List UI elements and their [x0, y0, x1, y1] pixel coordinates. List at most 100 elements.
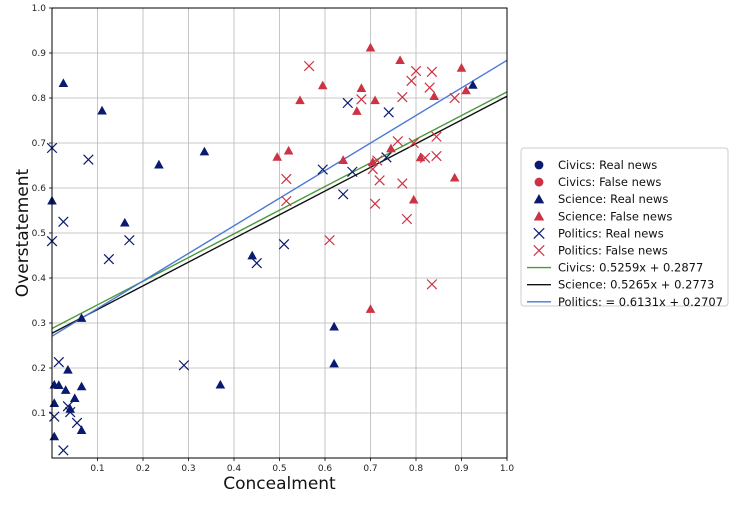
- data-point: [461, 85, 471, 95]
- y-tick-label: 0.5: [32, 229, 46, 239]
- data-point: [356, 94, 367, 105]
- data-point: [124, 234, 135, 246]
- x-tick-label: 0.2: [136, 464, 150, 474]
- data-point: [456, 63, 467, 72]
- grid: [52, 7, 508, 458]
- data-point: [372, 155, 383, 166]
- data-point: [49, 431, 60, 441]
- data-point: [329, 321, 339, 331]
- data-point: [397, 91, 408, 103]
- data-point: [247, 250, 257, 260]
- data-point: [356, 83, 367, 92]
- y-tick-label: 0.8: [32, 94, 47, 104]
- legend-marker: [533, 244, 545, 257]
- data-point: [54, 380, 64, 389]
- y-tick-label: 0.1: [32, 409, 46, 419]
- data-point: [424, 82, 435, 93]
- data-point: [120, 217, 130, 227]
- data-point: [401, 213, 413, 225]
- legend-label: Politics: = 0.6131x + 0.2707: [558, 295, 723, 309]
- data-point: [154, 159, 164, 169]
- data-point: [449, 172, 460, 182]
- data-point: [397, 178, 408, 189]
- data-point: [370, 95, 380, 105]
- data-point: [392, 135, 404, 147]
- data-point: [419, 152, 431, 164]
- data-point: [347, 166, 358, 178]
- y-tick-label: 0.2: [32, 364, 46, 374]
- legend-marker: [533, 211, 545, 221]
- legend-label: Civics: 0.5259x + 0.2877: [558, 261, 703, 275]
- legend-label: Politics: False news: [558, 244, 668, 258]
- data-point: [338, 155, 348, 164]
- data-point: [58, 445, 69, 456]
- data-point: [429, 91, 439, 101]
- data-point: [337, 189, 349, 200]
- data-point: [62, 401, 74, 412]
- data-point: [395, 55, 405, 65]
- data-point: [352, 106, 362, 115]
- legend-label: Science: 0.5265x + 0.2773: [558, 278, 714, 292]
- legend-marker: [534, 177, 544, 187]
- data-point: [278, 239, 290, 250]
- legend-marker: [534, 160, 544, 170]
- data-point: [83, 154, 94, 165]
- axis-ticks: 0.1 0.2 0.3 0.4 0.5 0.6 0.7 0.8 0.9 1.0 0.1 0.2 0.3 0…: [32, 4, 515, 474]
- data-point: [283, 145, 294, 155]
- data-point: [426, 66, 438, 78]
- data-point: [369, 198, 381, 209]
- x-tick-label: 0.5: [272, 464, 286, 474]
- data-point: [468, 80, 478, 89]
- x-tick-label: 0.7: [363, 464, 377, 474]
- data-point: [215, 379, 226, 389]
- data-point: [53, 356, 65, 368]
- data-point: [426, 279, 438, 290]
- data-point: [381, 152, 392, 163]
- data-point: [272, 152, 283, 161]
- data-point: [317, 80, 328, 90]
- x-tick-label: 0.8: [409, 464, 424, 474]
- x-tick-label: 1.0: [500, 464, 515, 474]
- x-tick-label: 0.1: [90, 464, 104, 474]
- fit-line: [51, 95, 508, 334]
- y-tick-label: 0.6: [32, 184, 47, 194]
- data-point: [367, 163, 378, 175]
- data-point: [408, 194, 419, 204]
- data-point: [60, 385, 71, 394]
- legend: Civics: Real news Civics: False news Scien…: [520, 147, 729, 309]
- data-point: [295, 95, 305, 105]
- data-point: [58, 78, 69, 87]
- data-point: [408, 137, 419, 149]
- data-point: [431, 131, 442, 142]
- fit-line: [51, 91, 508, 330]
- legend-box: [520, 147, 729, 307]
- data-point: [365, 304, 376, 313]
- y-tick-label: 0.4: [32, 274, 47, 284]
- data-point: [374, 175, 385, 186]
- data-point: [76, 313, 87, 322]
- data-point: [103, 253, 115, 265]
- data-point: [281, 195, 292, 207]
- data-point: [367, 157, 378, 166]
- legend-label: Civics: False news: [558, 175, 661, 189]
- data-point: [449, 92, 460, 104]
- data-point: [386, 143, 396, 153]
- legend-label: Science: False news: [558, 209, 672, 223]
- y-tick-label: 0.9: [32, 49, 47, 59]
- data-point: [406, 75, 417, 87]
- data-point: [303, 60, 315, 72]
- x-tick-label: 0.6: [318, 464, 333, 474]
- x-axis-label: Concealment: [223, 474, 336, 494]
- data-point: [71, 417, 83, 429]
- data-point: [251, 257, 262, 269]
- data-point: [342, 97, 353, 109]
- data-point: [365, 42, 376, 52]
- x-tick-label: 0.9: [454, 464, 469, 474]
- data-point: [64, 406, 76, 418]
- data-point: [76, 381, 87, 391]
- data-point: [76, 425, 87, 434]
- y-tick-label: 0.7: [32, 139, 46, 149]
- y-tick-label: 0.3: [32, 319, 46, 329]
- data-point: [415, 152, 426, 162]
